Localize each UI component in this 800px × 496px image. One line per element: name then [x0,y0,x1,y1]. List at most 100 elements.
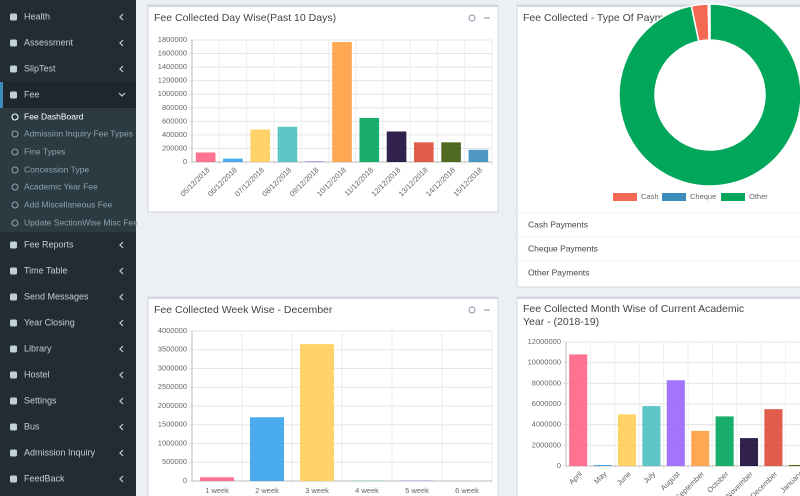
bar [666,380,685,466]
y-tick-label: 500000 [162,457,187,466]
chevron-left [119,449,124,457]
chevron-left [119,345,124,353]
menu-item[interactable]: Settings [24,395,57,405]
submenu-bullet [11,113,19,121]
y-tick-label: 2000000 [158,401,187,410]
chevron-left [119,397,124,405]
menu-item[interactable]: Library [24,343,52,353]
menu-item[interactable]: Assessment [24,37,74,47]
bar [332,42,352,162]
menu-item[interactable]: Time Table [24,265,68,275]
menu-item[interactable]: Admission Inquiry [24,447,96,457]
menu-item[interactable]: Hostel [24,369,50,379]
y-tick-label: 1200000 [158,76,187,85]
submenu-bullet [11,219,19,227]
menu-item[interactable]: Fee Reports [24,239,74,249]
menu-icon [10,65,17,73]
y-tick-label: 1000000 [158,438,187,447]
submenu-bullet [11,130,19,138]
bar [468,149,489,162]
menu-item[interactable]: Send Messages [24,291,89,301]
x-tick-label: 4 week [355,486,379,495]
chevron-left [119,267,124,275]
refresh-icon[interactable] [468,14,476,22]
menu-item[interactable]: Health [24,11,50,21]
y-tick-label: 2500000 [158,382,187,391]
legend-label: Cash [641,192,659,201]
menu-icon [10,319,17,327]
panel-tools [468,14,490,314]
menu-item[interactable]: FeedBack [24,473,65,483]
submenu-item[interactable]: Fee DashBoard [24,111,84,121]
legend-swatch [613,193,637,201]
bar [617,414,637,466]
submenu-bullet [11,201,19,209]
y-tick-label: 0 [557,461,561,470]
chevron-down [118,92,126,97]
submenu-bullet [11,166,19,174]
bar [764,409,783,466]
y-tick-label: 6000000 [532,399,561,408]
bar [739,438,759,466]
chevron-left [119,319,124,327]
y-tick-label: 8000000 [532,378,561,387]
menu-item[interactable]: Year Closing [24,317,75,327]
y-tick-label: 3500000 [158,345,187,354]
bar [250,129,270,162]
x-tick-label: 2 week [255,486,279,495]
y-tick-label: 1500000 [158,420,187,429]
fee-menu-active [0,82,136,108]
y-tick-label: 800000 [162,103,187,112]
payment-link[interactable]: Cheque Payments [528,243,598,253]
y-tick-label: 0 [183,157,187,166]
x-tick-label: 6 week [455,486,479,495]
panel-title: Fee Collected Month Wise of Current Acad… [523,303,745,328]
bar [300,344,334,481]
submenu-item[interactable]: Update SectionWise Misc Fee [24,217,138,227]
panel-border [517,5,800,7]
x-tick-label: 1 week [205,486,229,495]
submenu-item[interactable]: Admission Inquiry Fee Types [24,128,133,138]
menu-icon [10,397,17,405]
y-tick-label: 3000000 [158,363,187,372]
menu-icon [10,293,17,301]
bar [250,417,284,481]
payment-link[interactable]: Cash Payments [528,219,588,229]
menu-icon [10,91,17,99]
bar [569,354,588,466]
menu-item[interactable]: SlipTest [24,63,56,73]
panel-border [517,297,800,299]
bar [195,152,216,162]
panel-title: Fee Collected - Type Of Payment [523,12,678,24]
menu-icon [10,371,17,379]
active-marker [0,82,3,108]
legend-label: Cheque [690,192,716,201]
submenu-item[interactable]: Academic Year Fee [24,181,98,191]
y-tick-label: 600000 [162,116,187,125]
bar [593,464,612,466]
y-tick-label: 4000000 [158,326,187,335]
panel-border [148,297,498,299]
payment-link[interactable]: Other Payments [528,267,589,277]
chevron-left [119,423,124,431]
chevron-left [119,475,124,483]
menu-icon [10,475,17,483]
y-tick-label: 1600000 [158,49,187,58]
bar [223,158,243,162]
submenu-bullet [11,148,19,156]
submenu-item[interactable]: Add Miscellaneous Fee [24,199,113,209]
chevron-left [119,65,124,73]
refresh-icon[interactable] [468,306,476,314]
bar [788,464,800,466]
menu-icon [10,13,17,21]
menu-item[interactable]: Bus [24,421,40,431]
submenu-item[interactable]: Concession Type [24,164,89,174]
bar [277,126,298,162]
y-tick-label: 1400000 [158,62,187,71]
menu-item[interactable]: Fee [24,89,40,99]
submenu-item[interactable]: Fine Types [24,146,65,156]
bar [304,161,325,162]
panel-border [148,5,498,7]
